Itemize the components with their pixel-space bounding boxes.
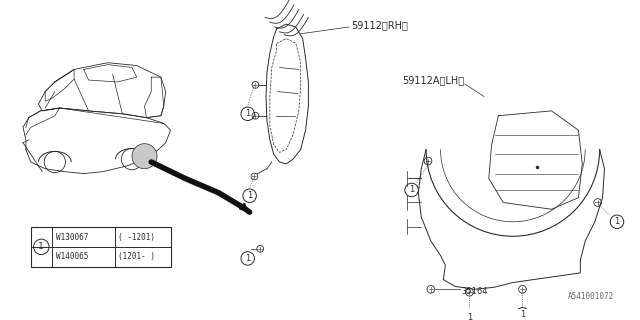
Text: 59112A〈LH〉: 59112A〈LH〉 (402, 75, 464, 85)
Text: (1201- ): (1201- ) (118, 252, 156, 261)
Text: 1: 1 (245, 254, 250, 263)
Text: 1: 1 (245, 109, 250, 118)
Circle shape (132, 144, 157, 169)
Text: 59112〈RH〉: 59112〈RH〉 (351, 20, 408, 30)
Text: 1: 1 (247, 191, 252, 200)
Text: 1: 1 (38, 242, 44, 251)
Text: 1: 1 (467, 313, 472, 320)
Text: 1: 1 (409, 186, 414, 195)
Text: 1: 1 (614, 217, 620, 226)
Text: W130067: W130067 (56, 233, 88, 242)
Text: 1: 1 (520, 310, 525, 319)
Text: ( -1201): ( -1201) (118, 233, 156, 242)
Bar (31, 227, 170, 267)
Text: 35164: 35164 (461, 287, 488, 296)
Text: W140065: W140065 (56, 252, 88, 261)
Text: A541001072: A541001072 (568, 292, 614, 301)
